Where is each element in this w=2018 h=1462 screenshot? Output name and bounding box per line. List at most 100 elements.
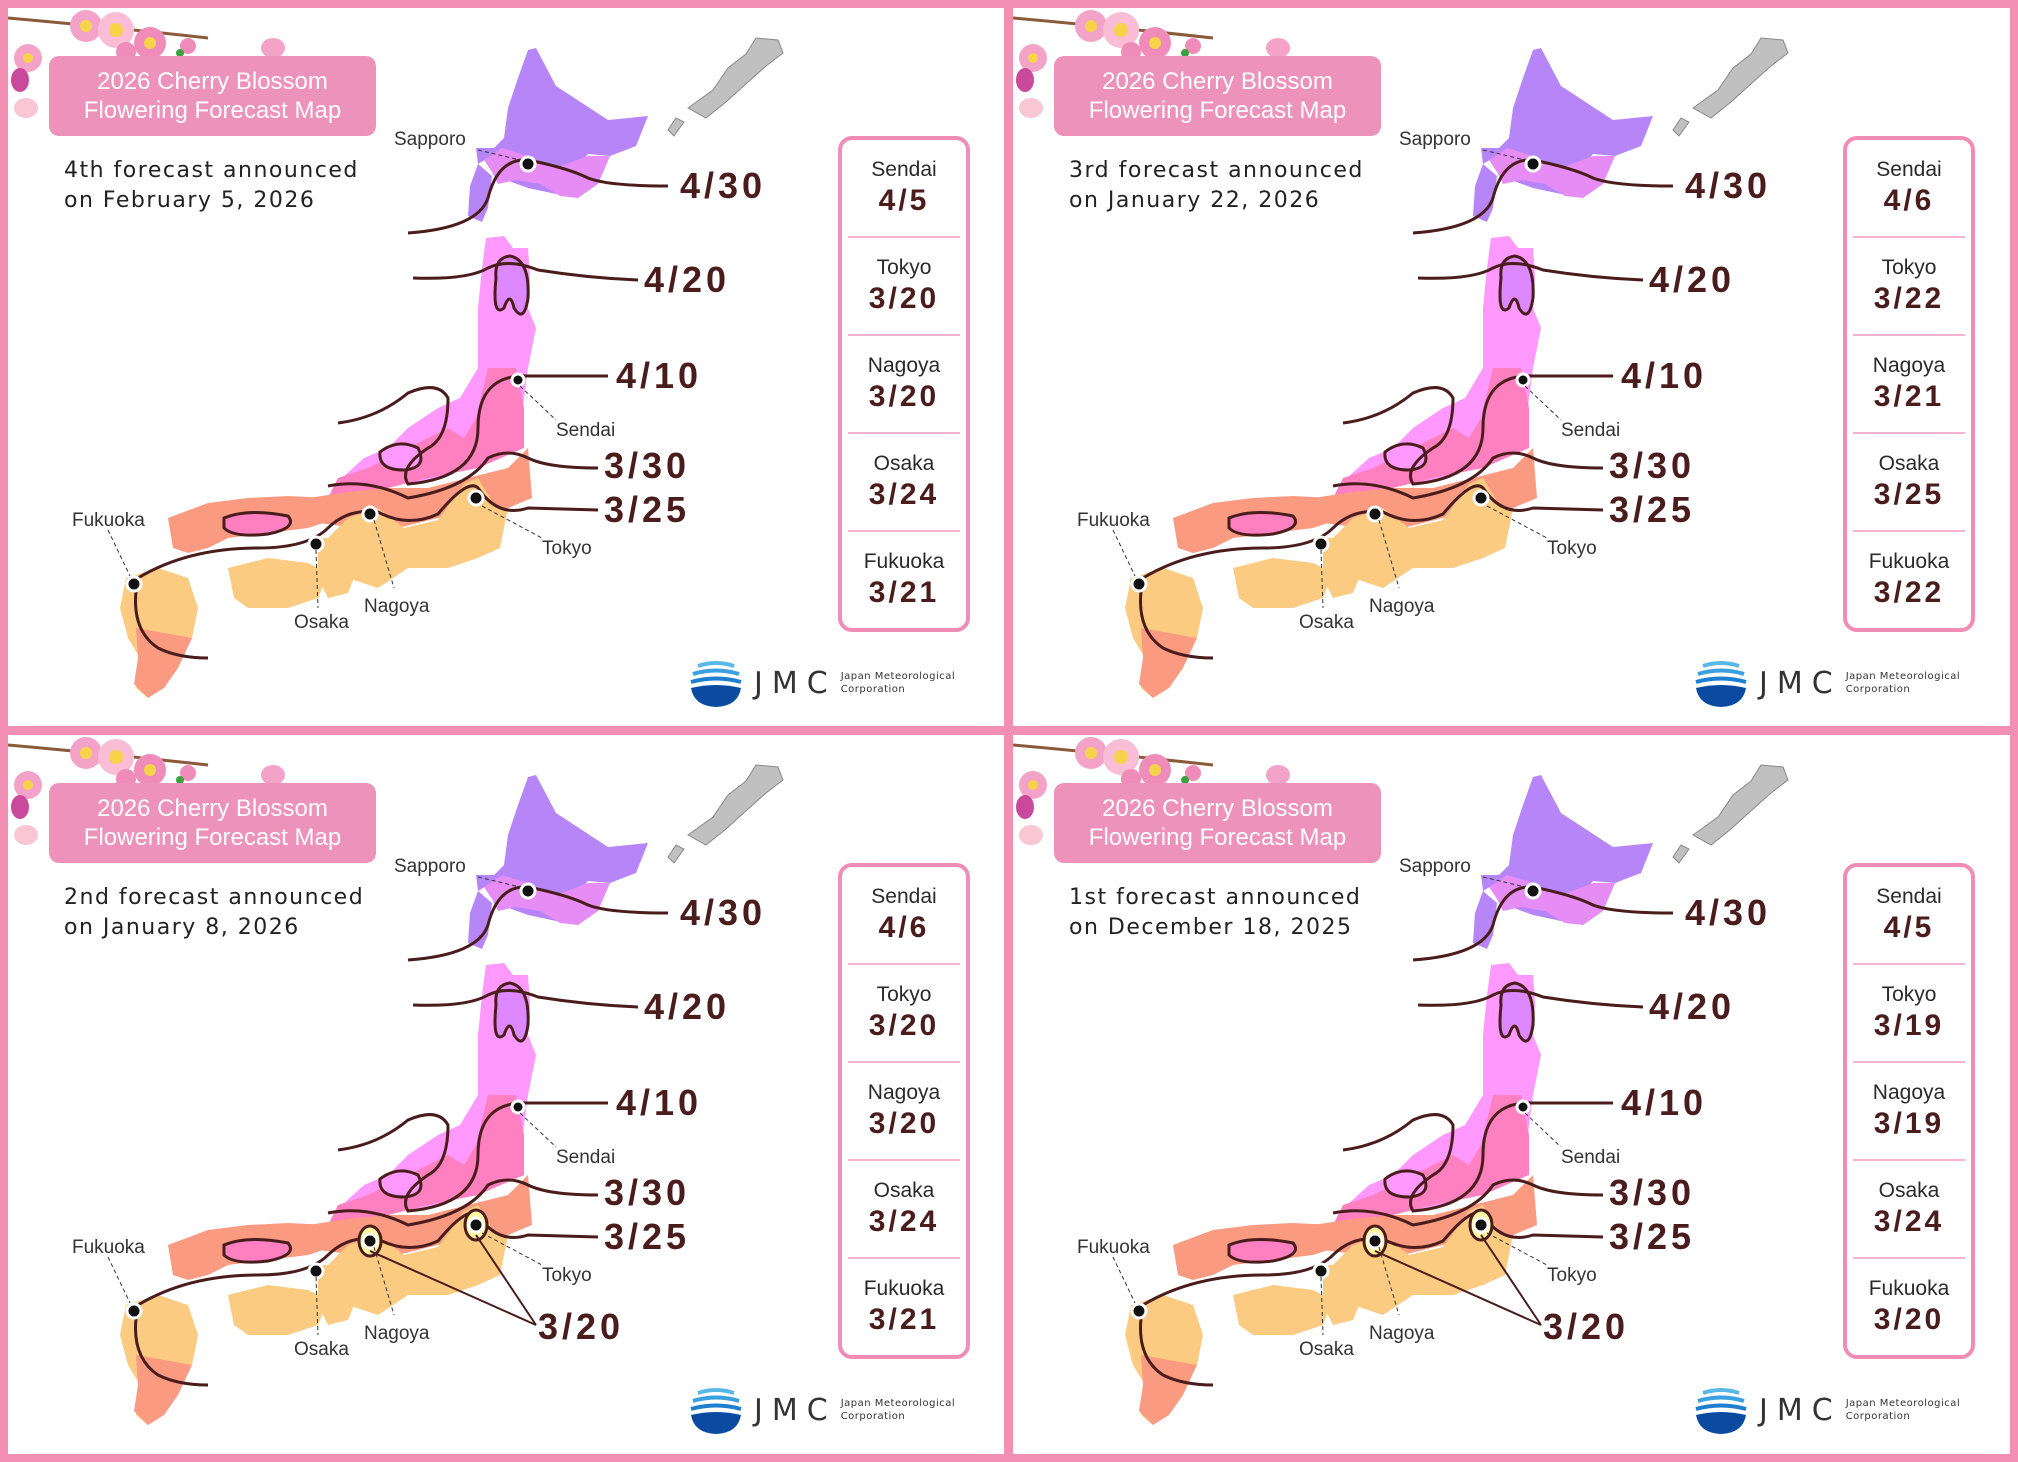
isoline-label-4-20: 4/20 — [1649, 986, 1735, 1027]
japan-map: Sapporo Sendai Tokyo Nagoya Osaka Fukuok… — [1013, 737, 1789, 1425]
city-markers — [107, 149, 557, 609]
city-name: Osaka — [1878, 452, 1940, 475]
forecast-announcement: 3rd forecast announced on January 22, 20… — [1069, 156, 1364, 216]
city-name: Nagoya — [1872, 1081, 1946, 1104]
isoline-label-4-20: 4/20 — [644, 259, 730, 300]
map-title-line1: 2026 Cherry Blossom — [1102, 795, 1333, 822]
jmc-logo: JMC Japan Meteorological Corporation — [690, 658, 955, 708]
city-name: Tokyo — [1881, 256, 1937, 279]
city-forecast-list: Sendai 4/5 Tokyo 3/19 Nagoya 3/19 Osaka 3/24… — [1843, 863, 1975, 1359]
city-forecast-item: Nagoya 3/20 — [848, 336, 960, 434]
city-markers — [1112, 876, 1562, 1336]
city-date: 3/24 — [868, 478, 940, 511]
city-forecast-item: Tokyo 3/19 — [1853, 965, 1965, 1063]
map-title-line2: Flowering Forecast Map — [83, 824, 342, 851]
city-name: Tokyo — [876, 983, 932, 1006]
map-title-line2: Flowering Forecast Map — [1088, 824, 1347, 851]
place-label-osaka: Osaka — [1299, 612, 1354, 633]
place-label-sendai: Sendai — [556, 1147, 615, 1168]
kuril-islands — [687, 764, 784, 846]
city-name: Tokyo — [1881, 983, 1937, 1006]
map-title-badge: 2026 Cherry Blossom Flowering Forecast M… — [49, 783, 376, 863]
cherry-blossom-decoration-icon — [1013, 737, 1290, 845]
jmc-corporation-name: Japan Meteorological Corporation — [1846, 1397, 1960, 1423]
city-date: 4/6 — [878, 911, 930, 944]
forecast-announcement: 2nd forecast announced on January 8, 202… — [64, 883, 364, 943]
map-title-line1: 2026 Cherry Blossom — [97, 795, 328, 822]
city-date: 3/24 — [868, 1205, 940, 1238]
jmc-globe-icon — [690, 1388, 742, 1434]
place-label-osaka: Osaka — [294, 612, 349, 633]
city-forecast-list: Sendai 4/5 Tokyo 3/20 Nagoya 3/20 Osaka 3/24… — [838, 136, 970, 632]
city-name: Fukuoka — [1868, 550, 1950, 573]
announcement-line2: on January 8, 2026 — [64, 915, 300, 940]
city-date: 3/20 — [868, 282, 940, 315]
jmc-corporation-name: Japan Meteorological Corporation — [841, 670, 955, 696]
place-label-nagoya: Nagoya — [1369, 596, 1435, 617]
city-forecast-item: Fukuoka 3/21 — [848, 1259, 960, 1355]
jmc-name-line1: Japan Meteorological — [1845, 1398, 1961, 1409]
announcement-line1: 1st forecast announced — [1069, 885, 1362, 910]
japan-map: Sapporo Sendai Tokyo Nagoya Osaka Fukuok… — [1013, 10, 1789, 698]
city-date: 3/22 — [1873, 576, 1945, 609]
isoline-label-3-25: 3/25 — [1609, 1216, 1695, 1257]
city-date: 4/6 — [1883, 184, 1935, 217]
kuril-islands — [1692, 764, 1789, 846]
place-label-nagoya: Nagoya — [364, 596, 430, 617]
place-label-tokyo: Tokyo — [542, 1265, 592, 1286]
jmc-mark: JMC — [1759, 1392, 1842, 1428]
forecast-panel-1st: Sapporo Sendai Tokyo Nagoya Osaka Fukuok… — [1013, 735, 2010, 1454]
isoline-label-4-10: 4/10 — [1621, 355, 1707, 396]
announcement-line1: 4th forecast announced — [64, 158, 359, 183]
city-date: 3/20 — [1873, 1303, 1945, 1336]
isoline-label-4-30: 4/30 — [680, 892, 766, 933]
jmc-corporation-name: Japan Meteorological Corporation — [1846, 670, 1960, 696]
isolines — [134, 158, 669, 660]
isoline-label-3-25: 3/25 — [1609, 489, 1695, 530]
jmc-globe-icon — [1695, 1388, 1747, 1434]
city-date: 3/19 — [1873, 1009, 1945, 1042]
announcement-line2: on February 5, 2026 — [64, 188, 316, 213]
city-date: 3/25 — [1873, 478, 1945, 511]
cherry-blossom-decoration-icon — [1013, 10, 1290, 118]
city-forecast-list: Sendai 4/6 Tokyo 3/20 Nagoya 3/20 Osaka 3/24… — [838, 863, 970, 1359]
city-date: 3/21 — [868, 1303, 940, 1336]
isoline-label-4-30: 4/30 — [1685, 892, 1771, 933]
city-name: Fukuoka — [863, 550, 945, 573]
isoline-label-4-30: 4/30 — [1685, 165, 1771, 206]
jmc-corporation-name: Japan Meteorological Corporation — [841, 1397, 955, 1423]
city-forecast-item: Fukuoka 3/20 — [1853, 1259, 1965, 1355]
city-name: Osaka — [873, 1179, 935, 1202]
isoline-label-4-20: 4/20 — [644, 986, 730, 1027]
jmc-logo: JMC Japan Meteorological Corporation — [690, 1385, 955, 1435]
place-label-sapporo: Sapporo — [394, 129, 466, 150]
map-title-line2: Flowering Forecast Map — [1088, 97, 1347, 124]
isoline-label-3-30: 3/30 — [604, 445, 690, 486]
place-label-tokyo: Tokyo — [542, 538, 592, 559]
place-label-sendai: Sendai — [556, 420, 615, 441]
city-forecast-item: Fukuoka 3/22 — [1853, 532, 1965, 628]
isoline-label-4-10: 4/10 — [616, 355, 702, 396]
city-name: Nagoya — [1872, 354, 1946, 377]
city-forecast-item: Sendai 4/5 — [1853, 867, 1965, 965]
map-title-line2: Flowering Forecast Map — [83, 97, 342, 124]
jmc-name-line2: Corporation — [1845, 684, 1911, 695]
city-forecast-item: Osaka 3/24 — [1853, 1161, 1965, 1259]
isoline-label-3-30: 3/30 — [604, 1172, 690, 1213]
city-forecast-item: Tokyo 3/20 — [848, 238, 960, 336]
forecast-announcement: 1st forecast announced on December 18, 2… — [1069, 883, 1361, 943]
city-name: Osaka — [1878, 1179, 1940, 1202]
city-name: Fukuoka — [1868, 1277, 1950, 1300]
city-forecast-item: Fukuoka 3/21 — [848, 532, 960, 628]
city-forecast-item: Tokyo 3/20 — [848, 965, 960, 1063]
forecast-panel-2nd: Sapporo Sendai Tokyo Nagoya Osaka Fukuok… — [8, 735, 1004, 1454]
city-name: Sendai — [1876, 158, 1942, 181]
place-label-sendai: Sendai — [1561, 420, 1620, 441]
forecast-panel-4th: Sapporo Sendai Tokyo Nagoya Osaka Fukuok… — [8, 8, 1004, 726]
city-markers — [1112, 149, 1562, 609]
city-date: 3/21 — [1873, 380, 1945, 413]
isoline-label-3-25: 3/25 — [604, 1216, 690, 1257]
city-forecast-item: Nagoya 3/20 — [848, 1063, 960, 1161]
place-label-fukuoka: Fukuoka — [1077, 510, 1150, 531]
